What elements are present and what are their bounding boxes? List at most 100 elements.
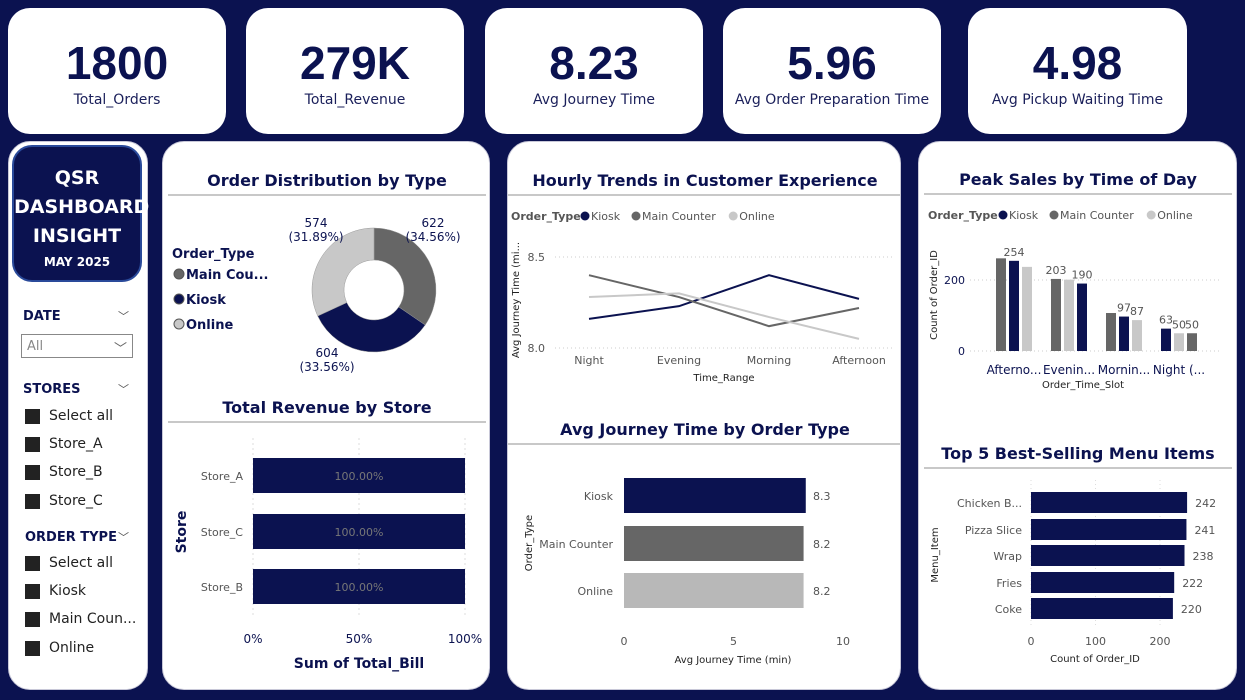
divider bbox=[508, 443, 900, 445]
order-type-checkbox-online[interactable]: Online bbox=[25, 640, 94, 656]
divider bbox=[508, 194, 900, 196]
checkbox[interactable] bbox=[25, 611, 40, 627]
logo-subtitle: MAY 2025 bbox=[43, 255, 111, 269]
logo-line: INSIGHT bbox=[32, 225, 122, 247]
kpi-label: Avg Journey Time bbox=[533, 92, 655, 108]
donut-percent-label: (34.56%) bbox=[405, 230, 460, 244]
x-axis-title: Avg Journey Time (min) bbox=[675, 655, 792, 666]
menu-item-bar bbox=[1031, 519, 1187, 540]
top5-title: Top 5 Best-Selling Menu Items bbox=[941, 444, 1215, 463]
checkbox[interactable] bbox=[25, 436, 40, 452]
divider bbox=[168, 421, 486, 423]
x-tick-label: 0% bbox=[243, 632, 262, 646]
peak-bar bbox=[996, 258, 1006, 351]
kpi-value: 1800 bbox=[65, 37, 169, 89]
bar-data-label: 97 bbox=[1117, 302, 1131, 315]
x-tick-label: 0 bbox=[621, 635, 628, 648]
x-tick-label: 200 bbox=[1150, 635, 1171, 648]
checkbox-label: Select all bbox=[49, 408, 113, 424]
donut-slice-kiosk bbox=[317, 302, 426, 353]
y-tick-label: Online bbox=[578, 585, 614, 598]
store-checkbox-a[interactable]: Store_A bbox=[25, 436, 103, 452]
kpi-label: Avg Pickup Waiting Time bbox=[991, 92, 1164, 108]
legend-dot-icon bbox=[998, 210, 1008, 220]
line-online bbox=[588, 292, 860, 340]
x-axis-title: Sum of Total_Bill bbox=[294, 656, 424, 672]
revenue-bar bbox=[253, 569, 465, 604]
legend-item: Main Counter bbox=[642, 210, 716, 223]
kpi-avg-journey-time: 8.23 Avg Journey Time bbox=[485, 8, 703, 134]
y-tick-label: Main Counter bbox=[539, 538, 613, 551]
bar-data-label: 222 bbox=[1182, 577, 1203, 590]
stores-filter-label: STORES bbox=[23, 382, 81, 397]
y-tick-label: Store_C bbox=[201, 526, 244, 539]
checkbox[interactable] bbox=[25, 493, 40, 509]
legend-dot-icon bbox=[631, 211, 641, 221]
kpi-total-revenue: 279K Total_Revenue bbox=[246, 8, 464, 134]
donut-title: Order Distribution by Type bbox=[207, 171, 447, 190]
chevron-down-icon[interactable]: ﹀ bbox=[118, 531, 129, 544]
legend-dot-icon bbox=[173, 318, 185, 330]
y-axis-title: Store bbox=[174, 511, 190, 554]
bar-data-label: 254 bbox=[1004, 246, 1025, 259]
order-type-checkbox-main-counter[interactable]: Main Coun... bbox=[25, 611, 136, 627]
kpi-total-orders: 1800 Total_Orders bbox=[8, 8, 226, 134]
x-tick-label: 5 bbox=[730, 635, 737, 648]
line-kiosk bbox=[588, 274, 860, 320]
x-axis-title: Time_Range bbox=[692, 373, 754, 384]
checkbox[interactable] bbox=[25, 464, 40, 480]
donut-data-label: 574 bbox=[305, 216, 328, 230]
legend-item: Main Counter bbox=[1060, 209, 1134, 222]
legend-title: Order_Type bbox=[928, 209, 998, 222]
donut-slice-main-counter bbox=[373, 227, 437, 326]
journey-bar bbox=[624, 573, 804, 608]
store-checkbox-select-all[interactable]: Select all bbox=[25, 408, 113, 424]
legend-title: Order_Type bbox=[511, 210, 581, 223]
journey-title: Avg Journey Time by Order Type bbox=[560, 420, 850, 439]
journey-bar bbox=[624, 478, 806, 513]
divider bbox=[924, 193, 1232, 195]
bar-data-label: 8.2 bbox=[813, 585, 831, 598]
bar-data-label: 87 bbox=[1130, 305, 1144, 318]
x-tick-label: Morning bbox=[747, 354, 792, 367]
bar-data-label: 203 bbox=[1046, 264, 1067, 277]
kpi-avg-pickup-wait: 4.98 Avg Pickup Waiting Time bbox=[968, 8, 1187, 134]
bar-data-label: 50 bbox=[1172, 318, 1186, 331]
chevron-down-icon[interactable]: ﹀ bbox=[118, 383, 129, 396]
x-tick-label: 0 bbox=[1028, 635, 1035, 648]
kpi-value: 279K bbox=[300, 37, 410, 89]
checkbox-label: Online bbox=[49, 640, 95, 656]
checkbox[interactable] bbox=[25, 555, 40, 571]
x-tick-label: 10 bbox=[836, 635, 850, 648]
date-dropdown[interactable]: All ﹀ bbox=[21, 334, 133, 358]
peak-bar bbox=[1187, 333, 1197, 351]
y-tick-label: Kiosk bbox=[584, 490, 614, 503]
donut-legend-item: Online bbox=[186, 318, 233, 333]
kpi-value: 5.96 bbox=[787, 37, 877, 89]
legend-dot-icon bbox=[1146, 210, 1156, 220]
y-tick-label: Store_A bbox=[201, 470, 244, 483]
legend-item: Online bbox=[739, 210, 775, 223]
bar-data-label: 100.00% bbox=[335, 581, 384, 594]
y-axis-title: Menu_Item bbox=[930, 527, 941, 582]
bar-data-label: 242 bbox=[1195, 497, 1216, 510]
menu-item-bar bbox=[1031, 545, 1185, 566]
menu-item-bar bbox=[1031, 492, 1188, 513]
logo-line: QSR bbox=[54, 167, 100, 189]
order-type-checkbox-kiosk[interactable]: Kiosk bbox=[25, 583, 86, 599]
checkbox-label: Select all bbox=[49, 555, 113, 571]
checkbox[interactable] bbox=[25, 640, 40, 656]
store-checkbox-c[interactable]: Store_C bbox=[25, 493, 103, 509]
store-checkbox-b[interactable]: Store_B bbox=[25, 464, 103, 480]
hourly-title: Hourly Trends in Customer Experience bbox=[532, 171, 878, 190]
peak-bar bbox=[1132, 320, 1142, 351]
peak-bar bbox=[1161, 328, 1171, 351]
checkbox[interactable] bbox=[25, 408, 40, 424]
order-type-checkbox-select-all[interactable]: Select all bbox=[25, 555, 113, 571]
checkbox[interactable] bbox=[25, 583, 40, 599]
legend-dot-icon bbox=[173, 268, 185, 280]
x-tick-label: 100 bbox=[1085, 635, 1106, 648]
chevron-down-icon[interactable]: ﹀ bbox=[118, 310, 129, 323]
donut-legend-item: Main Cou... bbox=[186, 268, 269, 283]
